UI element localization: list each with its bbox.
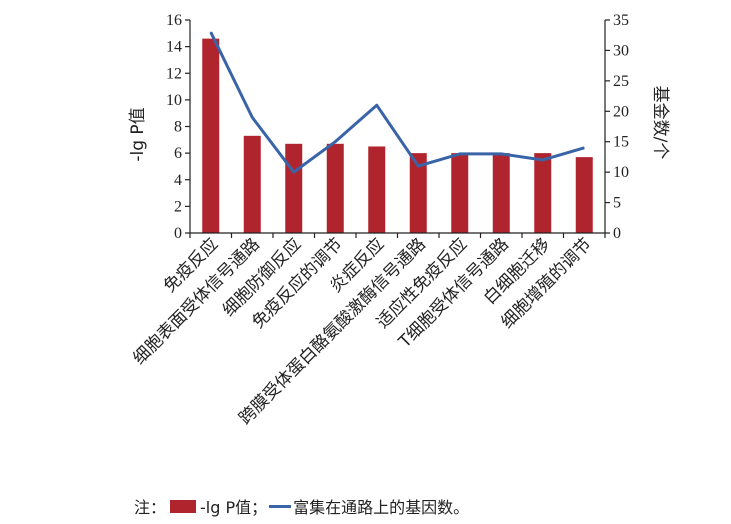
legend-line-label: 富集在通路上的基因数。 xyxy=(293,498,470,517)
left-tick-label: 10 xyxy=(166,92,182,109)
right-tick-label: 25 xyxy=(613,73,629,90)
right-tick-label: 30 xyxy=(613,42,629,59)
left-tick-label: 4 xyxy=(174,172,182,189)
right-tick-label: 35 xyxy=(613,12,629,29)
legend-note: 注： -lg P值； 富集在通路上的基因数。 xyxy=(134,494,469,518)
axes xyxy=(189,20,606,238)
category-labels: 免疫反应细胞表面受体信号通路细胞防御反应免疫反应的调节炎症反应跨膜受体蛋白酪氨酸… xyxy=(129,234,595,428)
line-point xyxy=(210,31,212,33)
right-tick-label: 0 xyxy=(613,225,621,242)
bar-series xyxy=(202,38,593,234)
right-tick-label: 10 xyxy=(613,164,629,181)
right-tick-label: 15 xyxy=(613,134,629,151)
chart: 0 2 4 6 8 10 12 14 16 0 5 10 15 20 25 30 35 免疫反应细胞表面受体信… xyxy=(128,12,670,429)
bar xyxy=(575,157,593,233)
right-tick-label: 5 xyxy=(613,195,621,212)
line-point xyxy=(417,165,419,167)
bar xyxy=(451,153,469,233)
line-point xyxy=(500,153,502,155)
right-axis-ticks: 0 5 10 15 20 25 30 35 xyxy=(605,12,629,242)
bar xyxy=(534,153,552,233)
bar xyxy=(368,146,386,233)
bar xyxy=(243,135,261,233)
left-axis-ticks: 0 2 4 6 8 10 12 14 16 xyxy=(166,12,190,242)
legend-bar-label: -lg P值； xyxy=(200,498,268,517)
left-tick-label: 8 xyxy=(174,119,182,136)
line-point xyxy=(293,171,295,173)
left-axis-title: -lg P值 xyxy=(128,107,148,161)
line-point xyxy=(583,147,585,149)
left-tick-label: 14 xyxy=(166,39,182,56)
note-prefix: 注： xyxy=(134,498,167,517)
left-tick-label: 12 xyxy=(166,65,182,82)
bar xyxy=(202,38,220,234)
line-series xyxy=(209,31,585,174)
bar xyxy=(492,153,510,233)
axis-titles: -lg P值 基金数/个 xyxy=(128,86,670,162)
line-path xyxy=(209,31,585,174)
right-tick-label: 20 xyxy=(613,103,629,120)
line-point xyxy=(334,141,336,143)
left-tick-label: 16 xyxy=(166,12,182,29)
left-tick-label: 6 xyxy=(174,145,182,162)
legend-line-swatch xyxy=(269,504,292,508)
legend-bar-swatch xyxy=(170,499,197,513)
left-tick-label: 2 xyxy=(174,198,182,215)
line-point xyxy=(542,159,544,161)
line-point xyxy=(376,104,378,106)
line-point xyxy=(459,153,461,155)
bar xyxy=(285,143,303,233)
left-tick-label: 0 xyxy=(174,225,182,242)
bar xyxy=(409,153,427,233)
line-point xyxy=(251,116,253,118)
bar xyxy=(326,143,344,233)
right-axis-title: 基金数/个 xyxy=(650,86,670,160)
